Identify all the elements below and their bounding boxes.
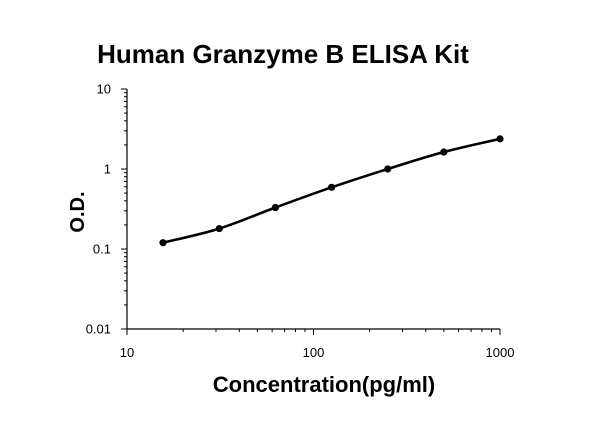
axis-ticks (121, 88, 501, 335)
y-axis-label: O.D. (67, 191, 89, 232)
chart-title: Human Granzyme B ELISA Kit (97, 39, 469, 69)
data-point (440, 148, 448, 156)
y-tick-label: 0.1 (93, 242, 111, 257)
data-point (271, 203, 280, 212)
y-tick-label: 10 (97, 82, 111, 97)
x-axis-label: Concentration(pg/ml) (213, 372, 435, 397)
x-tick-label: 10 (120, 345, 134, 360)
y-tick-label: 1 (104, 162, 111, 177)
data-point (159, 239, 167, 247)
x-tick-label: 100 (303, 345, 325, 360)
data-point (496, 135, 504, 143)
y-tick-label: 0.01 (86, 322, 111, 337)
data-point (215, 224, 223, 233)
x-tick-label: 1000 (486, 345, 515, 360)
axis-tick-labels: 10 100 1000 10 1 0.1 0.01 (86, 82, 515, 361)
data-point (384, 165, 392, 173)
data-point (327, 183, 336, 191)
data-points (159, 135, 504, 247)
